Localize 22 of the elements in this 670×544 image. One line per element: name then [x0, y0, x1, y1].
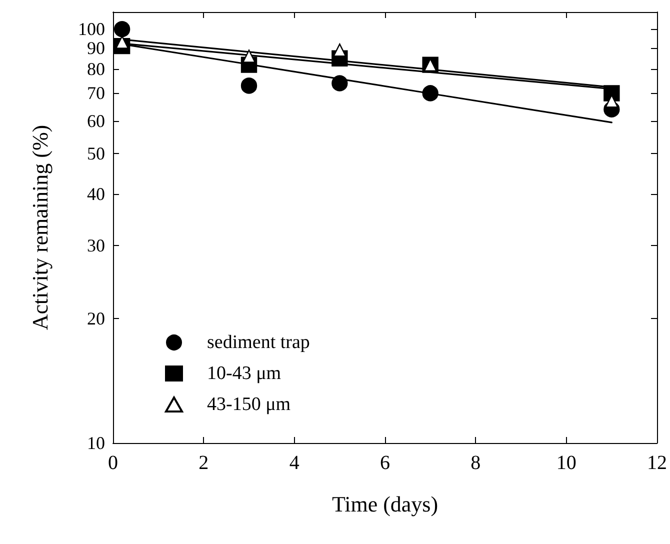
- legend-label: sediment trap: [207, 332, 310, 353]
- y-tick-label: 40: [87, 184, 105, 204]
- x-tick-label: 2: [198, 452, 209, 474]
- y-tick-label: 20: [87, 308, 105, 328]
- y-tick-label: 80: [87, 59, 105, 80]
- x-tick-label: 4: [289, 452, 300, 474]
- x-tick-label: 8: [470, 452, 481, 474]
- y-tick-label: 10: [87, 433, 105, 453]
- y-tick-label: 70: [87, 83, 105, 104]
- y-tick-label: 50: [87, 144, 105, 164]
- y-tick-label: 30: [87, 236, 105, 256]
- y-tick-label: 60: [87, 110, 105, 131]
- x-tick-label: 10: [556, 452, 576, 474]
- x-tick-label: 12: [647, 452, 667, 474]
- y-tick-label: 100: [78, 19, 105, 40]
- x-tick-label: 6: [380, 452, 390, 474]
- legend-label: 10-43 μm: [207, 363, 282, 384]
- x-axis-title: Time (days): [332, 492, 438, 516]
- legend-label: 43-150 μm: [207, 394, 291, 415]
- x-tick-label: 0: [108, 452, 118, 474]
- y-tick-label: 90: [87, 38, 105, 58]
- y-axis-title: Activity remaining (%): [28, 124, 52, 330]
